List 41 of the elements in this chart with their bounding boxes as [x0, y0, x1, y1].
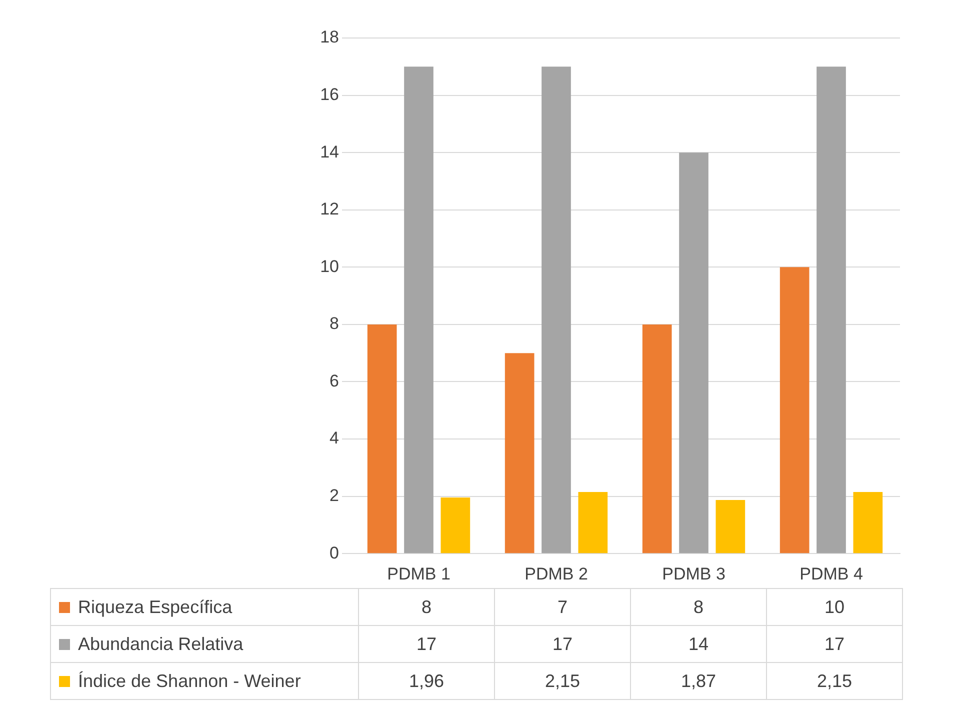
data-label: 17 [494, 626, 630, 662]
legend-label: Abundancia Relativa [78, 634, 244, 654]
x-tick-label: PDMB 3 [662, 564, 726, 584]
data-label: 14 [630, 626, 766, 662]
bar [642, 324, 672, 554]
y-tick-label: 12 [320, 200, 339, 219]
y-tick-label: 6 [330, 371, 339, 390]
y-tick-label: 0 [330, 543, 339, 562]
bar [504, 353, 534, 554]
data-label: 7 [494, 588, 630, 626]
y-tick-label: 8 [330, 314, 339, 334]
data-label: 2,15 [766, 662, 902, 700]
bar [853, 492, 883, 554]
legend-label: Índice de Shannon - Weiner [78, 670, 301, 690]
x-tick-label: PDMB 1 [387, 564, 450, 584]
y-tick-label: 2 [330, 486, 339, 505]
bar [542, 66, 571, 554]
data-label: 2,15 [494, 662, 630, 700]
bar [716, 500, 746, 554]
bar [578, 492, 608, 554]
x-tick-label: PDMB 4 [800, 564, 863, 584]
y-tick-label: 14 [320, 142, 339, 162]
y-tick-label: 18 [320, 28, 339, 47]
bar [679, 152, 708, 554]
legend-label: Riqueza Específica [78, 596, 232, 616]
bar [404, 66, 434, 554]
bar [780, 267, 810, 554]
data-label: 17 [358, 626, 494, 662]
data-label: 1,87 [630, 662, 766, 700]
data-label: 1,96 [358, 662, 494, 700]
y-tick-label: 16 [320, 84, 339, 104]
bar [367, 324, 397, 554]
y-tick-label: 10 [320, 256, 339, 276]
data-label: 10 [766, 588, 902, 626]
bar [816, 66, 846, 554]
data-label: 8 [630, 588, 766, 626]
x-tick-label: PDMB 2 [524, 564, 588, 584]
data-label: 17 [766, 626, 902, 662]
data-label: 8 [358, 588, 494, 626]
bar [440, 497, 470, 554]
y-tick-label: 4 [330, 428, 339, 448]
